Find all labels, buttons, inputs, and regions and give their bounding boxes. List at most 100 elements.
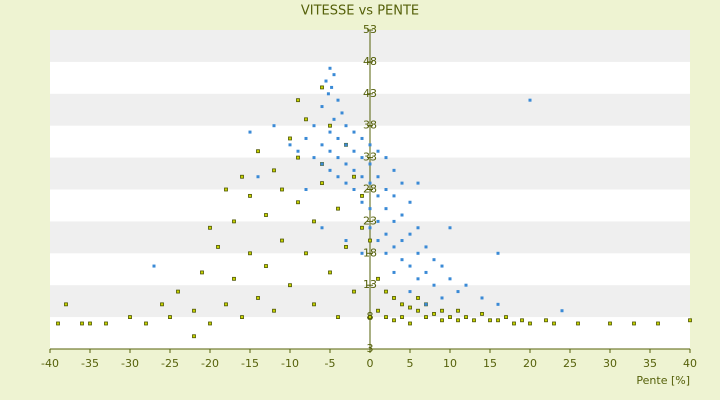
x-tick-label: 25: [563, 357, 577, 370]
point: [496, 318, 500, 323]
point: [552, 321, 556, 326]
point: [232, 219, 236, 224]
point: [312, 124, 316, 128]
point: [352, 289, 356, 294]
point: [360, 136, 364, 140]
point: [328, 130, 332, 134]
point: [440, 264, 444, 268]
point: [384, 188, 388, 191]
x-tick-label: 30: [603, 357, 617, 370]
point: [416, 277, 420, 281]
point: [440, 318, 444, 323]
point: [352, 168, 356, 172]
point: [340, 111, 344, 115]
point: [296, 200, 300, 205]
point: [432, 312, 436, 316]
point: [688, 318, 692, 323]
x-tick-label: -35: [81, 357, 99, 370]
y-tick-label: 53: [363, 23, 377, 36]
point: [440, 296, 444, 300]
point: [320, 105, 324, 109]
point: [368, 181, 372, 185]
point: [400, 258, 404, 262]
point: [432, 283, 436, 287]
point: [264, 264, 268, 268]
point: [328, 123, 332, 128]
point: [360, 225, 364, 230]
point: [424, 315, 428, 320]
point: [360, 175, 364, 179]
point: [496, 302, 500, 306]
point: [296, 155, 300, 160]
point: [400, 302, 404, 307]
point: [256, 296, 260, 300]
point: [416, 296, 420, 300]
x-tick-label: 0: [367, 357, 374, 370]
point: [332, 73, 336, 77]
point: [376, 219, 380, 223]
point: [328, 66, 332, 70]
point: [328, 168, 332, 172]
point: [336, 136, 340, 140]
point: [344, 143, 348, 147]
point: [304, 117, 308, 122]
point: [224, 187, 228, 192]
point: [424, 270, 428, 274]
point: [312, 219, 316, 224]
point: [326, 92, 330, 96]
point: [480, 312, 484, 316]
point: [656, 321, 660, 326]
point: [304, 136, 308, 140]
point: [528, 321, 532, 326]
point: [384, 232, 388, 236]
point: [208, 225, 212, 230]
point: [248, 130, 252, 134]
point: [324, 79, 328, 83]
point: [368, 162, 372, 166]
point: [368, 226, 372, 230]
point: [152, 264, 156, 268]
point: [280, 238, 284, 243]
point: [344, 181, 348, 185]
point: [360, 156, 364, 160]
point: [416, 181, 420, 185]
point: [392, 245, 396, 249]
point: [448, 315, 452, 320]
point: [440, 308, 444, 313]
point: [376, 276, 380, 281]
point: [264, 213, 268, 217]
point: [384, 315, 388, 320]
point: [320, 162, 324, 166]
point: [256, 149, 260, 154]
point: [384, 156, 388, 160]
point: [512, 321, 516, 326]
chart-title: VITESSE vs PENTE: [301, 4, 419, 19]
point: [360, 200, 364, 204]
point: [416, 251, 420, 255]
point: [272, 168, 276, 173]
point: [520, 318, 524, 323]
point: [240, 315, 244, 320]
x-tick-label: -40: [41, 357, 59, 370]
point: [400, 239, 404, 243]
point: [192, 334, 196, 339]
point: [336, 98, 340, 102]
point: [368, 207, 372, 211]
point: [330, 85, 334, 89]
point: [392, 270, 396, 274]
point: [408, 264, 412, 268]
point: [344, 124, 348, 128]
point: [336, 156, 340, 160]
point: [144, 321, 148, 326]
point: [320, 143, 324, 147]
point: [368, 315, 372, 320]
point: [320, 85, 324, 90]
point: [368, 238, 372, 243]
point: [384, 207, 388, 211]
point: [504, 315, 508, 320]
point: [416, 226, 420, 230]
x-tick-label: 40: [683, 357, 697, 370]
point: [352, 130, 356, 134]
point: [192, 308, 196, 313]
point: [296, 98, 300, 103]
